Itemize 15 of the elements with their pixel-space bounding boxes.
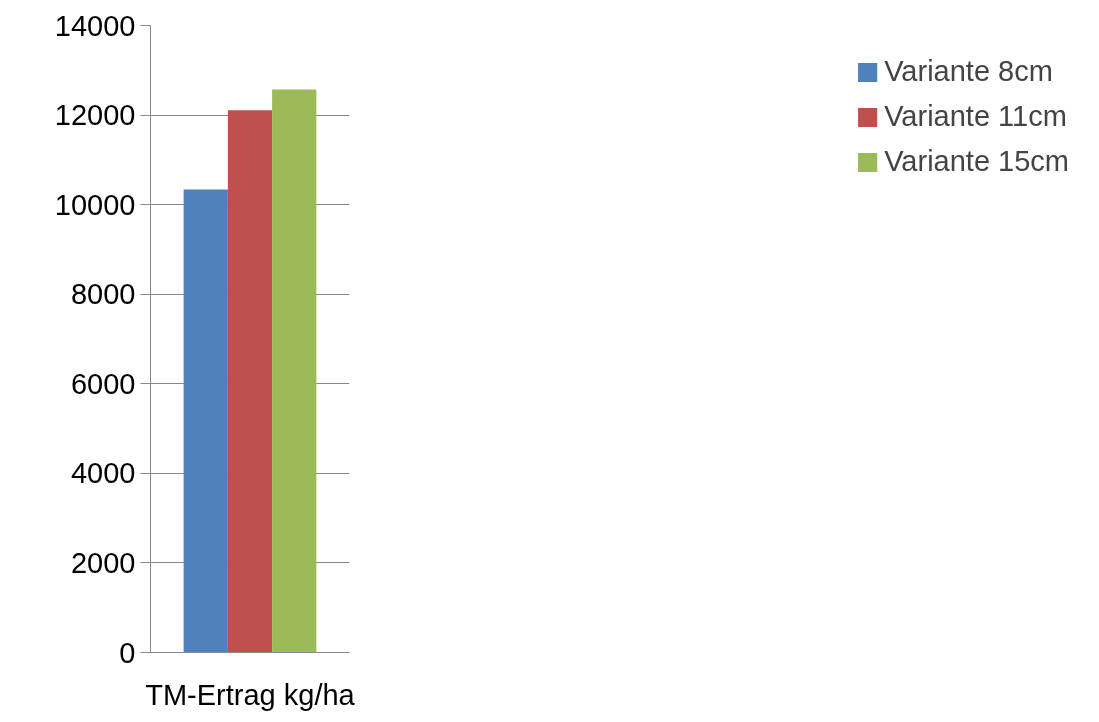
y-tick-label: 2000: [70, 546, 136, 579]
bar: [272, 89, 317, 653]
bar: [183, 189, 228, 653]
y-tick-label: 6000: [70, 367, 136, 400]
y-tick-label: 12000: [54, 99, 136, 132]
y-tick-label: 14000: [54, 9, 136, 42]
legend-label: Variante 15cm: [884, 145, 1069, 178]
y-tick-label: 8000: [70, 278, 136, 311]
x-tick-label: TM-Ertrag kg/ha: [145, 678, 356, 711]
y-tick-label: 0: [119, 636, 136, 669]
legend-label: Variante 11cm: [884, 100, 1067, 133]
y-tick-label: 10000: [54, 188, 136, 221]
legend-label: Variante 8cm: [884, 55, 1053, 88]
bar: [227, 110, 273, 653]
y-tick-label: 4000: [70, 457, 136, 490]
